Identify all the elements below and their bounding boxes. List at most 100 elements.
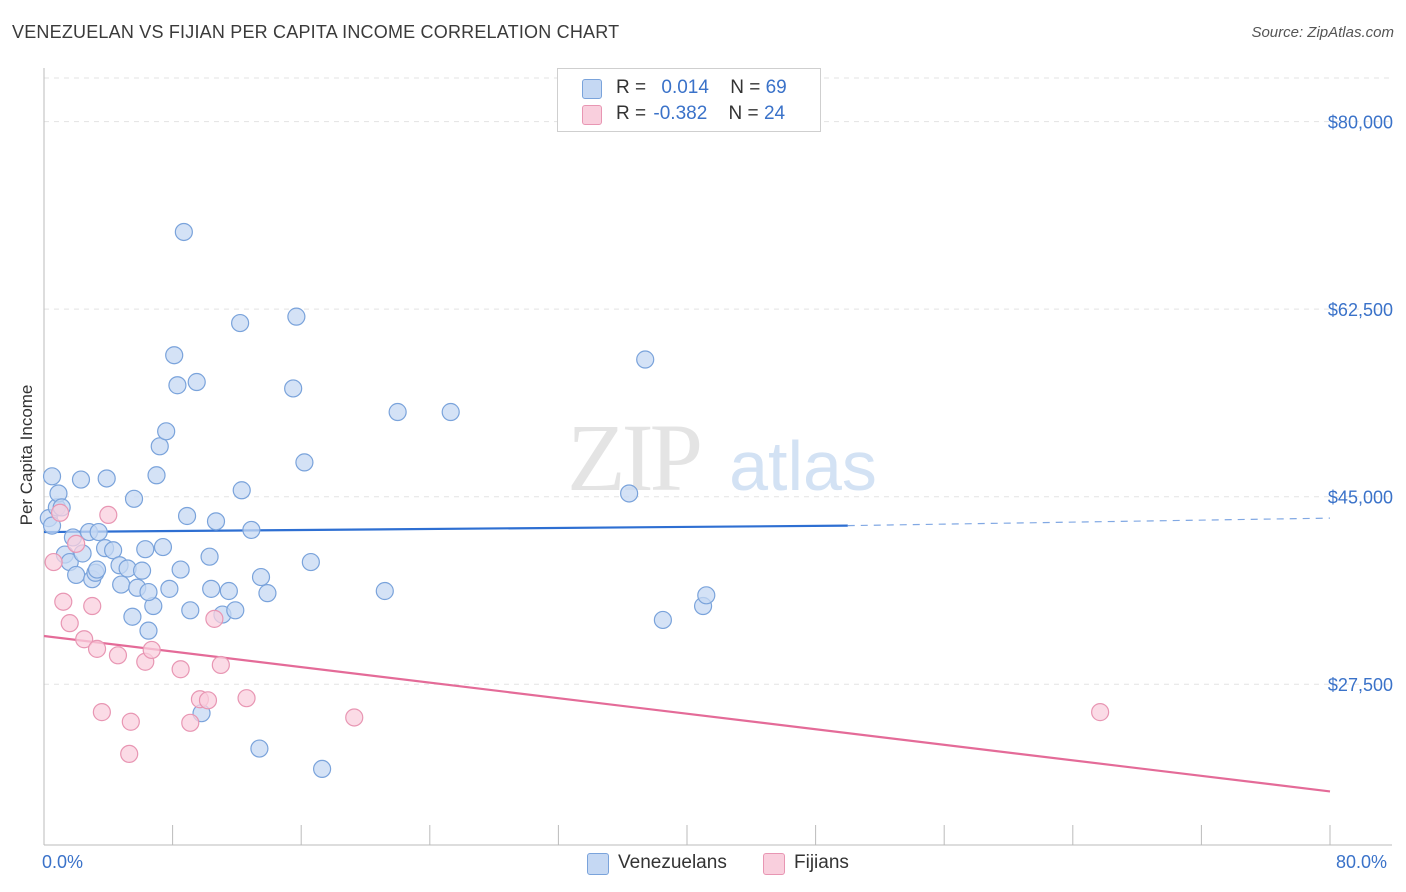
y-tick-label: $45,000 <box>1328 488 1393 508</box>
venezuelan-point <box>301 552 320 572</box>
venezuelan-point <box>258 584 277 603</box>
venezuelan-point <box>242 520 261 540</box>
venezuelan-point <box>284 379 303 398</box>
venezuelan-point <box>42 467 62 486</box>
venezuelan-point <box>219 581 238 601</box>
venezuelan-point <box>112 575 131 594</box>
fijian-point <box>54 592 73 611</box>
venezuelans-swatch <box>582 79 602 99</box>
axes <box>43 68 1392 846</box>
fijian-point <box>83 596 102 616</box>
venezuelan-point <box>87 560 107 579</box>
y-tick-label: $27,500 <box>1328 675 1393 695</box>
venezuelan-point <box>160 579 179 598</box>
venezuelan-point <box>226 601 245 620</box>
venezuelans-n-label: N = <box>730 77 761 98</box>
fijian-point <box>345 708 364 727</box>
venezuelan-point <box>124 489 144 508</box>
venezuelan-point <box>171 560 190 579</box>
watermark-atlas: atlas <box>729 427 877 505</box>
venezuelan-point <box>287 307 306 326</box>
venezuelan-point <box>620 484 639 503</box>
venezuelan-point <box>251 567 271 587</box>
venezuelan-point <box>97 469 116 488</box>
venezuelan-point <box>132 561 152 580</box>
venezuelan-point <box>157 422 176 441</box>
fijian-point <box>1091 703 1110 722</box>
venezuelan-point <box>139 621 158 640</box>
fijian-point <box>99 505 118 525</box>
fijians-r-label: R = <box>616 103 647 124</box>
venezuelan-point <box>231 313 250 333</box>
grid-lines <box>44 77 1392 685</box>
chart-title: VENEZUELAN VS FIJIAN PER CAPITA INCOME C… <box>12 22 620 42</box>
fijian-point <box>67 534 86 553</box>
venezuelan-point <box>150 437 169 456</box>
fijian-point <box>198 691 218 710</box>
fijian-point <box>120 744 139 764</box>
venezuelan-point <box>187 372 206 392</box>
venezuelan-point <box>232 481 251 500</box>
venezuelan-point <box>174 222 193 242</box>
fijian-point <box>75 630 94 649</box>
x-axis-max-label: 80.0% <box>1336 852 1388 872</box>
y-axis-label: Per Capita Income <box>17 384 36 526</box>
venezuelan-point <box>42 516 62 535</box>
y-tick-labels: $27,500 $45,000 $62,500 $80,000 <box>1328 113 1393 696</box>
venezuelan-point <box>636 350 655 369</box>
fijian-point <box>108 646 128 665</box>
venezuelan-point <box>312 759 332 779</box>
venezuelans-trend-extension <box>847 517 1331 527</box>
y-tick-label: $62,500 <box>1328 300 1393 320</box>
venezuelan-point <box>177 506 197 526</box>
fijian-point <box>44 552 63 572</box>
venezuelan-point <box>200 547 219 566</box>
trend-lines <box>43 517 1331 793</box>
fijian-point <box>142 640 161 660</box>
venezuelan-point <box>202 579 221 598</box>
venezuelan-point <box>697 586 716 605</box>
venezuelan-point <box>250 739 269 758</box>
venezuelans-r-label: R = <box>616 77 647 98</box>
fijian-point <box>121 712 140 731</box>
venezuelan-point <box>139 582 158 602</box>
fijians-swatch <box>582 105 602 125</box>
data-points <box>39 222 1110 779</box>
fijians-legend-label: Fijians <box>794 852 849 873</box>
venezuelan-point <box>295 453 314 472</box>
fijian-point <box>60 614 79 633</box>
venezuelans-legend-swatch <box>587 853 609 875</box>
venezuelan-point <box>653 610 672 630</box>
venezuelan-point <box>206 512 226 531</box>
venezuelan-point <box>136 540 155 559</box>
fijian-point <box>181 713 200 732</box>
correlation-legend: R = 0.014 N = 69 R = -0.382 N = 24 <box>557 68 821 132</box>
venezuelan-point <box>181 601 200 620</box>
venezuelan-point <box>153 537 173 557</box>
venezuelan-point <box>71 470 91 489</box>
fijian-point <box>205 609 224 628</box>
fijians-n-value: 24 <box>763 103 786 124</box>
fijian-point <box>237 689 256 708</box>
venezuelan-point <box>375 581 394 601</box>
fijian-point <box>92 703 111 722</box>
fijians-legend-swatch <box>763 853 785 875</box>
fijian-point <box>87 639 107 658</box>
fijians-n-label: N = <box>728 103 759 124</box>
venezuelans-r-value: 0.014 <box>661 77 709 98</box>
venezuelan-point <box>104 541 123 560</box>
venezuelan-point <box>123 607 142 626</box>
venezuelans-n-value: 69 <box>765 77 787 98</box>
venezuelans-legend-label: Venezuelans <box>618 852 727 873</box>
fijian-point <box>50 503 70 522</box>
fijian-point <box>171 660 190 679</box>
fijian-point <box>211 655 230 675</box>
venezuelan-point <box>67 565 86 585</box>
fijians-trend-line <box>43 634 1331 793</box>
x-axis-min-label: 0.0% <box>42 852 84 872</box>
venezuelans-trend-line <box>43 524 848 534</box>
venezuelan-point <box>89 522 108 542</box>
venezuelan-point <box>147 466 166 485</box>
chart-source: Source: ZipAtlas.com <box>1251 24 1394 41</box>
